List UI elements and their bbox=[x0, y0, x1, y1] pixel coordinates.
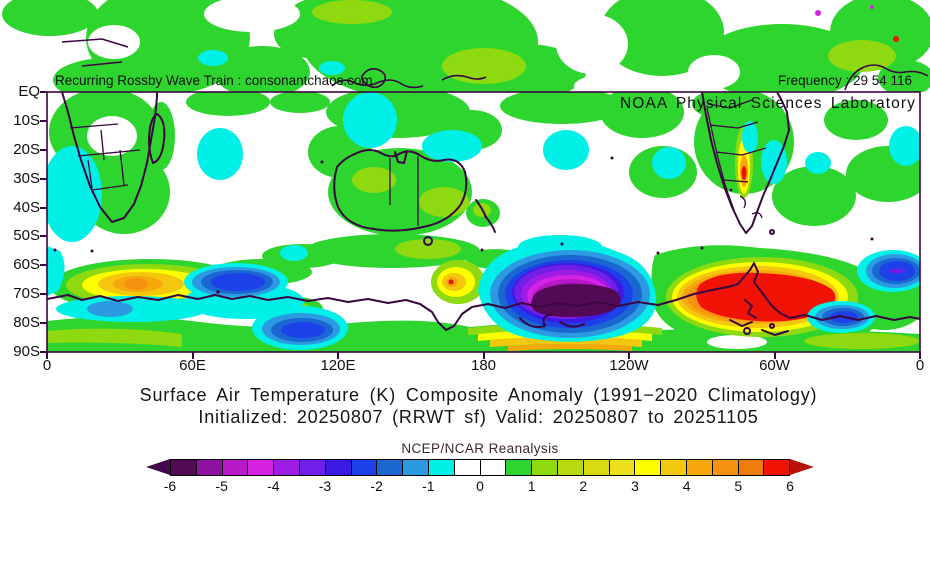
lon-tick-mark bbox=[628, 352, 630, 359]
island-dots bbox=[53, 156, 874, 294]
lat-tick-label: 10S bbox=[13, 111, 40, 129]
colorbar-segment bbox=[170, 459, 197, 476]
colorbar-segment bbox=[582, 459, 610, 476]
coastline-north bbox=[61, 38, 929, 91]
lon-tick-mark bbox=[773, 352, 776, 359]
colorbar-tick-label: 2 bbox=[579, 478, 588, 494]
colorbar-segment bbox=[221, 459, 249, 476]
lat-tick-mark bbox=[40, 264, 47, 267]
lon-tick-mark bbox=[191, 352, 194, 359]
lon-tick-label: 120W bbox=[609, 357, 649, 374]
colorbar-segment bbox=[479, 459, 507, 476]
chart-subtitle: Initialized: 20250807 (RRWT sf) Valid: 2… bbox=[198, 407, 759, 427]
colorbar bbox=[146, 459, 815, 476]
colorbar-over-arrow bbox=[790, 459, 815, 475]
coastline-africa bbox=[61, 92, 158, 223]
colorbar-tick-label: 0 bbox=[476, 478, 484, 494]
lat-tick-label: 40S bbox=[13, 198, 40, 216]
colorbar-tick-label: -3 bbox=[318, 478, 332, 494]
colorbar-tick-label: -2 bbox=[370, 478, 383, 494]
lon-tick-mark bbox=[919, 352, 921, 359]
lon-tick-mark bbox=[482, 352, 485, 359]
lon-tick-label: 0 bbox=[42, 357, 52, 374]
colorbar-segment bbox=[195, 459, 223, 476]
lat-tick-mark bbox=[40, 148, 47, 151]
colorbar-segment bbox=[324, 459, 352, 476]
colorbar-tick-label: -4 bbox=[267, 478, 280, 494]
colorbar-segment bbox=[376, 459, 404, 476]
colorbar-segment bbox=[298, 459, 326, 476]
colorbar-segment bbox=[634, 459, 662, 476]
lat-tick-mark bbox=[40, 351, 47, 353]
colorbar-segment bbox=[608, 459, 636, 476]
cold-minimum-center bbox=[512, 263, 905, 323]
colorbar-tick-label: -1 bbox=[422, 478, 435, 494]
colorbar-segment bbox=[505, 459, 533, 476]
lon-tick-label: 180 bbox=[470, 357, 497, 374]
coastline-australia bbox=[333, 149, 468, 232]
colorbar-segment bbox=[763, 459, 791, 476]
lon-tick-label: 120E bbox=[320, 357, 356, 374]
lat-tick-mark bbox=[40, 322, 47, 325]
colorbar-tick-label: -6 bbox=[163, 478, 177, 494]
colorbar-tick-label: 6 bbox=[786, 478, 794, 494]
colorbar-tick-label: -5 bbox=[215, 478, 228, 494]
lat-tick-mark bbox=[40, 91, 47, 93]
lat-tick-mark bbox=[40, 119, 47, 122]
lat-tick-label: 20S bbox=[13, 140, 40, 158]
colorbar-segment bbox=[350, 459, 378, 476]
colorbar-segment bbox=[737, 459, 765, 476]
lon-tick-label: 60E bbox=[179, 357, 206, 374]
lat-tick-mark bbox=[40, 293, 47, 296]
colorbar-tick-label: 3 bbox=[631, 478, 639, 494]
chart-title: Surface Air Temperature (K) Composite An… bbox=[139, 385, 818, 405]
lat-tick-label: 30S bbox=[13, 169, 40, 187]
colorbar-segment bbox=[556, 459, 584, 476]
lat-tick-label: EQ bbox=[18, 83, 40, 100]
data-source-label: NCEP/NCAR Reanalysis bbox=[401, 441, 559, 456]
country-borders bbox=[69, 99, 767, 226]
frequency-label: Frequency : 29 54 116 bbox=[777, 73, 912, 88]
colorbar-tick-label: 5 bbox=[734, 478, 743, 494]
coastline-madagascar bbox=[148, 113, 166, 164]
colorbar-segment bbox=[660, 459, 687, 476]
plot-caption-left: Recurring Rossby Wave Train : consonantc… bbox=[55, 73, 373, 88]
colorbar-segment bbox=[453, 459, 481, 476]
lat-tick-mark bbox=[40, 206, 47, 209]
colorbar-segment bbox=[711, 459, 739, 476]
lat-tick-label: 70S bbox=[13, 285, 40, 303]
colorbar-tick-label: 4 bbox=[682, 478, 691, 494]
lon-tick-label: 0 bbox=[915, 357, 925, 374]
lat-tick-label: 50S bbox=[13, 227, 40, 245]
colorbar-under-arrow bbox=[146, 459, 170, 475]
lat-tick-label: 80S bbox=[13, 314, 40, 332]
lat-tick-label: 60S bbox=[13, 256, 40, 274]
coastlines bbox=[47, 92, 920, 336]
colorbar-segment bbox=[247, 459, 275, 476]
colorbar-segment bbox=[427, 459, 455, 476]
agency-label: NOAA Physical Sciences Laboratory bbox=[619, 95, 916, 112]
lon-tick-label: 60W bbox=[759, 357, 790, 374]
northern-band-anomalies bbox=[2, 0, 930, 92]
lat-tick-mark bbox=[40, 235, 47, 238]
colorbar-segment bbox=[531, 459, 558, 476]
colorbar-segment bbox=[402, 459, 429, 476]
colorbar-segment bbox=[273, 459, 300, 476]
colorbar-segment bbox=[685, 459, 713, 476]
coastline-antarctica bbox=[47, 262, 920, 331]
colorbar-tick-labels: -6 -5 -4 -3 -2 -1 0 1 2 3 4 5 6 bbox=[164, 478, 794, 496]
southern-hemisphere-anomalies bbox=[47, 92, 920, 352]
colorbar-tick-label: 1 bbox=[527, 478, 536, 494]
lon-tick-mark bbox=[46, 352, 48, 359]
lon-tick-mark bbox=[337, 352, 339, 359]
coastline-south-america bbox=[701, 92, 790, 234]
lat-tick-label: 90S bbox=[13, 343, 40, 360]
lat-tick-mark bbox=[40, 177, 47, 180]
